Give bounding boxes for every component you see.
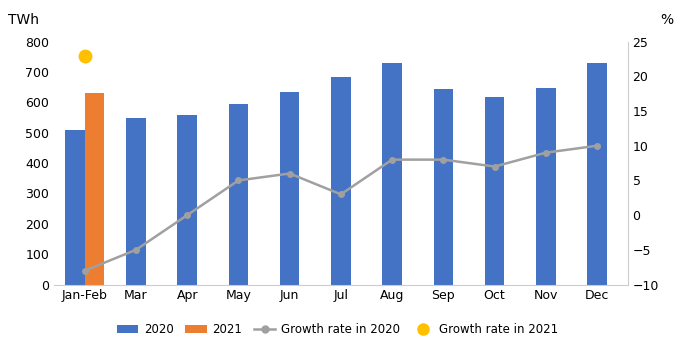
Bar xyxy=(433,89,453,285)
Bar xyxy=(126,118,146,285)
Bar xyxy=(178,115,197,285)
Bar xyxy=(536,88,556,285)
Legend: 2020, 2021, Growth rate in 2020, Growth rate in 2021: 2020, 2021, Growth rate in 2020, Growth … xyxy=(112,319,563,341)
Bar xyxy=(65,130,85,285)
Bar xyxy=(331,77,350,285)
Bar xyxy=(485,97,504,285)
Bar xyxy=(280,92,300,285)
Bar xyxy=(85,93,104,285)
Bar xyxy=(587,63,607,285)
Text: TWh: TWh xyxy=(8,13,39,27)
Text: %: % xyxy=(661,13,674,27)
Bar xyxy=(382,63,402,285)
Bar xyxy=(229,104,248,285)
